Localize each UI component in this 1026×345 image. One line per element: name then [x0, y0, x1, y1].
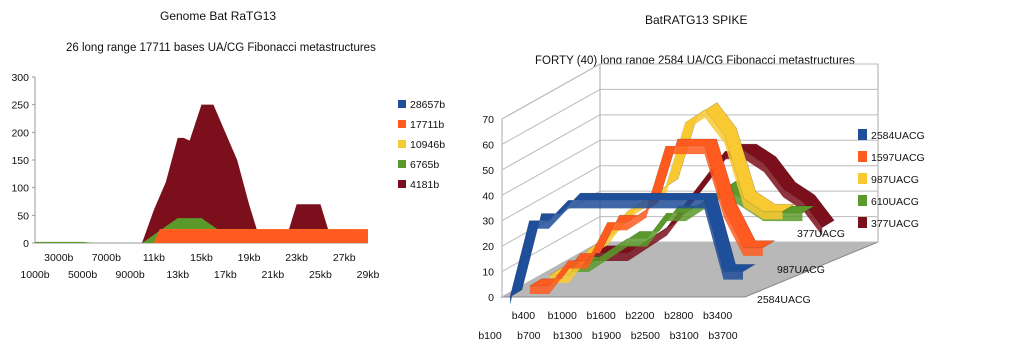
x-tick-label-bottom: 9000b: [116, 269, 145, 281]
x-tick-label-top: b2800: [664, 310, 693, 322]
x-tick-label-bottom: 17kb: [214, 269, 237, 281]
y-tick-label: 300: [11, 72, 29, 84]
y-tick-label: 70: [482, 114, 494, 126]
legend-label-987uacg: 987UACG: [871, 174, 919, 186]
y-tick-label: 0: [488, 292, 494, 304]
legend-swatch-987uacg: [858, 173, 867, 184]
y-tick-label: 150: [11, 155, 29, 167]
x-tick-label-bottom: b3100: [670, 330, 699, 342]
legend-label-4181b: 4181b: [410, 179, 439, 191]
spike-chart-title: BatRATG13 SPIKE: [645, 13, 748, 27]
x-tick-label-top: b400: [512, 310, 536, 322]
x-tick-label-bottom: 13kb: [166, 269, 189, 281]
y-tick-label: 100: [11, 183, 29, 195]
area-series-17711b: [130, 229, 368, 243]
x-tick-label-top: b1600: [586, 310, 615, 322]
ribbon-face-987uacg: [549, 109, 783, 283]
depth-label-377uacg: 377UACG: [797, 228, 845, 240]
legend-label-610uacg: 610UACG: [871, 196, 919, 208]
legend-swatch-4181b: [398, 180, 406, 188]
y-tick-label: 50: [482, 165, 494, 177]
legend-swatch-2584uacg: [858, 129, 867, 140]
x-tick-label-bottom: b2500: [631, 330, 660, 342]
x-tick-label-top: 27kb: [333, 252, 356, 264]
legend-label-28657b: 28657b: [410, 99, 445, 111]
x-tick-label-top: b3400: [703, 310, 732, 322]
x-tick-label-top: 15kb: [190, 252, 213, 264]
x-tick-label-top: 7000b: [92, 252, 121, 264]
gridline-side: [501, 63, 601, 120]
x-tick-label-top: b2200: [625, 310, 654, 322]
legend-swatch-17711b: [398, 120, 406, 128]
y-tick-label: 40: [482, 190, 494, 202]
x-tick-label-bottom: 25kb: [309, 269, 332, 281]
legend-label-10946b: 10946b: [410, 139, 445, 151]
legend-label-17711b: 17711b: [410, 119, 444, 131]
x-tick-label-top: 3000b: [44, 252, 73, 264]
ribbon-face-610uacg: [569, 187, 803, 272]
legend-label-377uacg: 377UACG: [871, 218, 919, 230]
x-tick-label-top: 11kb: [143, 252, 165, 264]
gridline-side: [501, 88, 601, 145]
x-tick-label-top: b1000: [548, 310, 577, 322]
gridline-side: [501, 216, 601, 273]
y-tick-label: 250: [11, 100, 29, 112]
x-tick-label-bottom: b700: [517, 330, 541, 342]
x-tick-label-top: 19kb: [238, 252, 261, 264]
genome-area-chart: 0 50 100 150 200 250 300 3000b 7000b 11kb 15kb 19kb…: [11, 72, 445, 281]
legend-label-1597uacg: 1597UACG: [871, 152, 925, 164]
x-tick-label-bottom: b3700: [708, 330, 737, 342]
gridline-side: [501, 114, 601, 171]
genome-chart-panel: Genome Bat RaTG13 26 long range 17711 ba…: [0, 0, 445, 345]
spike-3d-chart: 0 10 20 30 40 50 60 70 b400 b1000 b1600 b2200 b2800 b…: [478, 63, 925, 342]
area-series-4181b: [35, 104, 368, 244]
x-tick-label-bottom: 21kb: [261, 269, 284, 281]
x-tick-label-bottom: b100: [478, 330, 502, 342]
legend-swatch-28657b: [398, 100, 406, 108]
x-tick-label-bottom: 5000b: [68, 269, 97, 281]
legend-swatch-377uacg: [858, 217, 867, 228]
depth-label-2584uacg: 2584UACG: [757, 294, 811, 306]
y-tick-label: 10: [482, 267, 494, 279]
y-tick-label: 20: [482, 241, 494, 253]
legend-swatch-610uacg: [858, 195, 867, 206]
genome-chart-subtitle: 26 long range 17711 bases UA/CG Fibonacc…: [66, 42, 376, 54]
x-tick-label-top: 23kb: [285, 252, 308, 264]
legend-swatch-10946b: [398, 140, 406, 148]
genome-chart-title: Genome Bat RaTG13: [160, 9, 277, 23]
gridline-side: [501, 139, 601, 196]
spike-chart-panel: BatRATG13 SPIKE FORTY (40) long range 25…: [470, 0, 1026, 345]
legend-label-2584uacg: 2584UACG: [871, 130, 925, 142]
y-tick-label: 200: [11, 127, 29, 139]
x-tick-label-bottom: 1000b: [20, 269, 49, 281]
legend-swatch-6765b: [398, 160, 406, 168]
legend-label-6765b: 6765b: [410, 159, 439, 171]
x-tick-label-bottom: b1300: [553, 330, 582, 342]
y-tick-label: 0: [23, 238, 29, 250]
legend-swatch-1597uacg: [858, 151, 867, 162]
y-tick-label: 60: [482, 139, 494, 151]
gridline-side: [501, 165, 601, 222]
y-tick-label: 50: [17, 210, 29, 222]
x-tick-label-bottom: 29kb: [357, 269, 380, 281]
y-tick-label: 30: [482, 216, 494, 228]
x-tick-label-bottom: b1900: [592, 330, 621, 342]
depth-label-987uacg: 987UACG: [777, 264, 825, 276]
